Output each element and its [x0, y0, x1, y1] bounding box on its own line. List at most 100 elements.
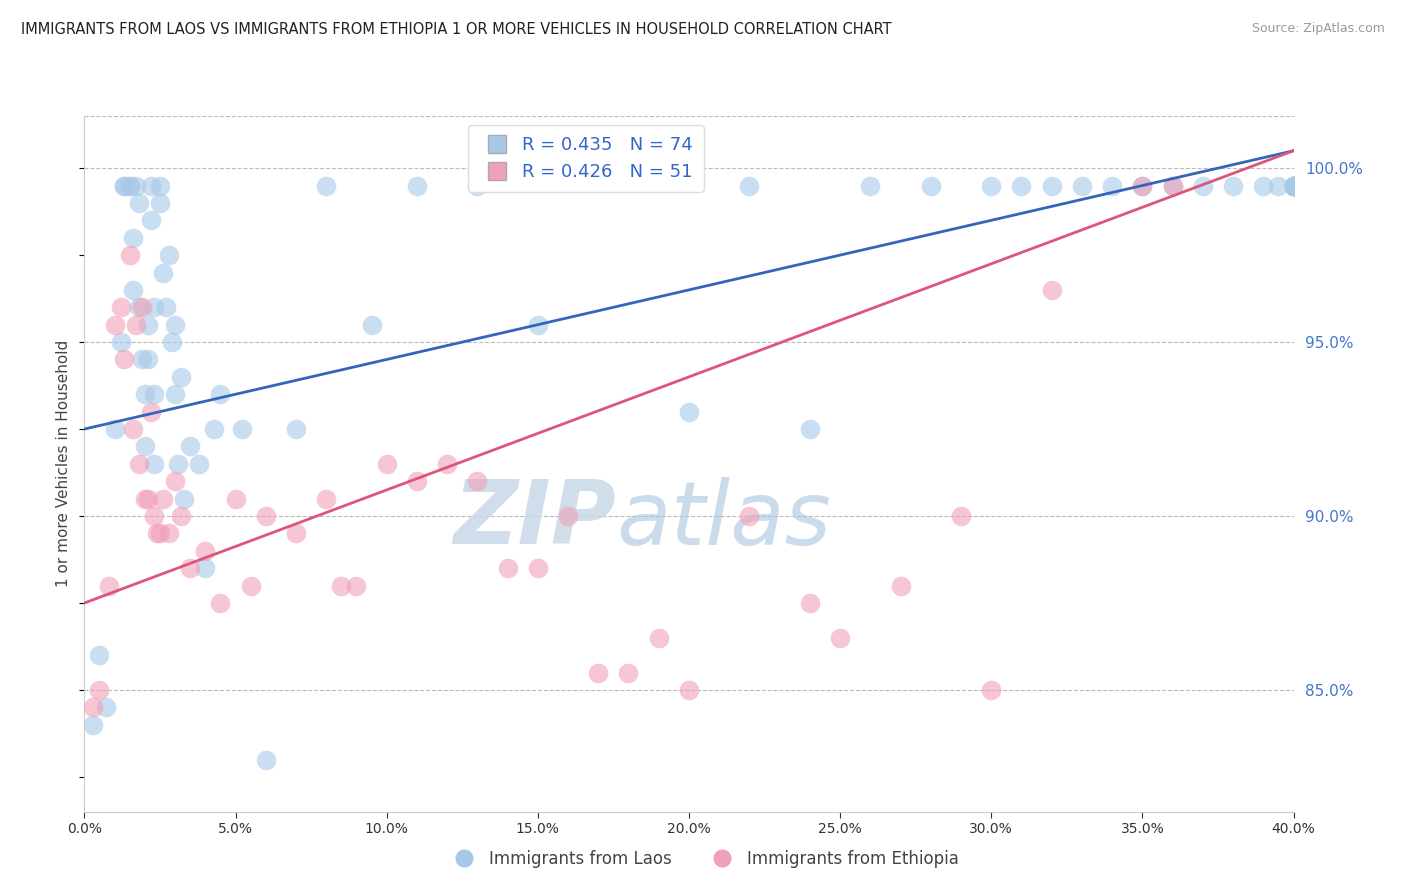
Point [950, 508, 973, 523]
Point [330, 578, 353, 592]
Point [167, 457, 190, 471]
Point [738, 508, 761, 523]
Point [557, 508, 579, 523]
Point [209, 596, 232, 610]
Point [1011, 178, 1033, 193]
Point [209, 387, 232, 401]
Point [125, 178, 148, 193]
Point [1132, 178, 1154, 193]
Point [1282, 178, 1305, 193]
Point [1282, 178, 1305, 193]
Point [1282, 178, 1305, 193]
Point [121, 230, 143, 244]
Point [436, 457, 458, 471]
Point [165, 474, 187, 488]
Point [165, 387, 187, 401]
Point [799, 422, 821, 436]
Point [285, 526, 308, 541]
Point [149, 526, 172, 541]
Point [1282, 178, 1305, 193]
Point [173, 491, 195, 506]
Point [194, 561, 217, 575]
Point [890, 578, 912, 592]
Point [149, 178, 172, 193]
Point [527, 561, 550, 575]
Point [225, 491, 247, 506]
Point [830, 631, 852, 645]
Point [179, 439, 201, 453]
Point [134, 387, 156, 401]
Point [142, 300, 165, 314]
Point [346, 578, 368, 592]
Point [97, 578, 120, 592]
Point [406, 474, 429, 488]
Point [152, 491, 174, 506]
Point [315, 178, 337, 193]
Point [155, 300, 177, 314]
Point [467, 474, 489, 488]
Point [254, 752, 277, 766]
Point [1040, 178, 1063, 193]
Point [131, 300, 153, 314]
Point [89, 648, 111, 662]
Point [527, 318, 550, 332]
Point [194, 543, 217, 558]
Point [360, 318, 382, 332]
Text: Source: ZipAtlas.com: Source: ZipAtlas.com [1251, 22, 1385, 36]
Point [104, 422, 127, 436]
Point [648, 631, 671, 645]
Point [82, 717, 104, 731]
Point [406, 178, 429, 193]
Point [1101, 178, 1123, 193]
Point [170, 369, 193, 384]
Point [1071, 178, 1094, 193]
Point [1040, 283, 1063, 297]
Point [128, 195, 150, 210]
Point [112, 352, 135, 367]
Point [1253, 178, 1275, 193]
Point [1282, 178, 1305, 193]
Point [89, 682, 111, 697]
Point [121, 422, 143, 436]
Point [738, 178, 761, 193]
Point [1222, 178, 1244, 193]
Point [121, 283, 143, 297]
Point [104, 318, 127, 332]
Text: atlas: atlas [616, 476, 831, 563]
Point [139, 404, 162, 418]
Point [980, 682, 1002, 697]
Point [1282, 178, 1305, 193]
Point [128, 457, 150, 471]
Point [157, 526, 180, 541]
Point [467, 178, 489, 193]
Point [146, 526, 169, 541]
Point [496, 561, 519, 575]
Point [799, 596, 821, 610]
Point [1192, 178, 1215, 193]
Point [617, 665, 640, 680]
Point [152, 265, 174, 279]
Point [136, 318, 159, 332]
Point [678, 404, 700, 418]
Point [131, 352, 153, 367]
Point [231, 422, 253, 436]
Text: ZIP: ZIP [454, 476, 616, 563]
Text: IMMIGRANTS FROM LAOS VS IMMIGRANTS FROM ETHIOPIA 1 OR MORE VEHICLES IN HOUSEHOLD: IMMIGRANTS FROM LAOS VS IMMIGRANTS FROM … [21, 22, 891, 37]
Point [160, 334, 183, 349]
Point [125, 318, 148, 332]
Point [118, 248, 141, 262]
Point [110, 334, 132, 349]
Point [1161, 178, 1184, 193]
Point [112, 178, 135, 193]
Point [1282, 178, 1305, 193]
Point [94, 700, 117, 714]
Point [375, 457, 398, 471]
Point [142, 508, 165, 523]
Point [1282, 178, 1305, 193]
Point [134, 439, 156, 453]
Point [112, 178, 135, 193]
Point [1132, 178, 1154, 193]
Point [136, 491, 159, 506]
Point [315, 491, 337, 506]
Point [1267, 178, 1289, 193]
